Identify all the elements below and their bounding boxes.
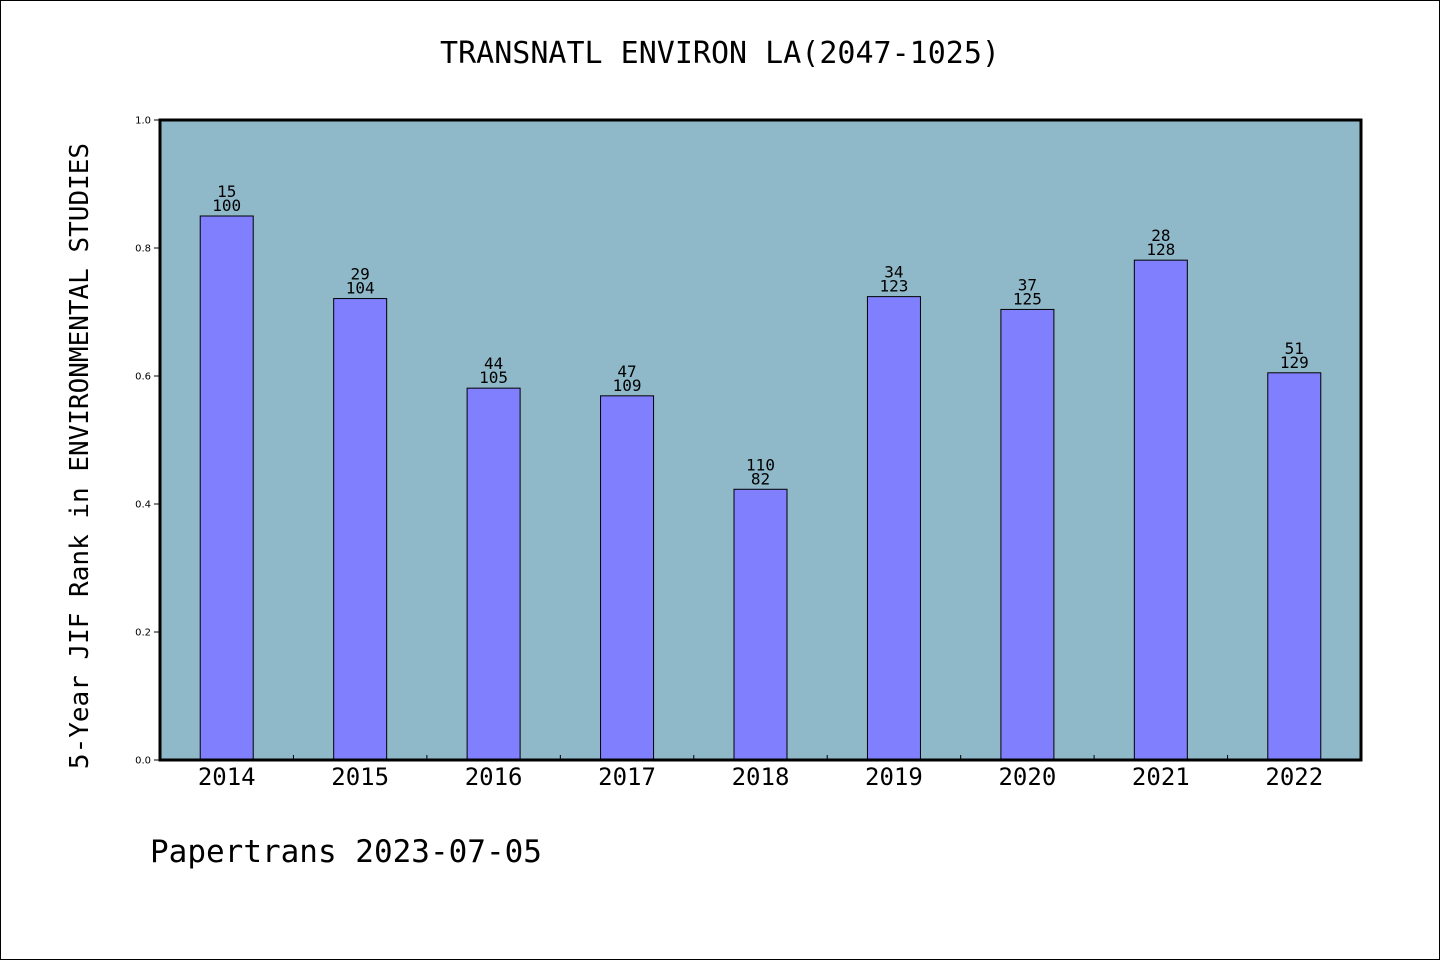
x-tick-label-2020: 2020 (998, 763, 1056, 791)
x-tick-label-2018: 2018 (732, 763, 790, 791)
x-axis: 2014 2015 2016 2017 2018 2019 2020 2021 2022 (198, 755, 1323, 791)
bar-label-top-2016: 44 (484, 354, 503, 373)
y-tick-label: 1.0 (135, 116, 151, 127)
bar-label-top-2014: 15 (217, 182, 236, 201)
bars-group (199, 215, 1322, 761)
x-tick-label-2017: 2017 (598, 763, 656, 791)
x-tick-label-2022: 2022 (1265, 763, 1323, 791)
y-tick-label: 0.0 (135, 756, 151, 767)
bar-2018 (733, 488, 788, 761)
bar-label-bottom-2019: 123 (879, 277, 908, 296)
x-tick-label-2014: 2014 (198, 763, 256, 791)
bar-label-top-2022: 51 (1285, 339, 1304, 358)
bar-label-bottom-2017: 109 (613, 376, 642, 395)
bar-label-bottom-2016: 105 (479, 368, 508, 387)
bar-label-bottom-2014: 100 (212, 196, 241, 215)
y-axis: 0.0 0.2 0.4 0.6 0.8 1.0 (135, 116, 160, 767)
bar-2021 (1133, 259, 1188, 761)
bar-label-bottom-2018: 82 (751, 469, 770, 488)
bar-2017 (600, 395, 655, 761)
y-tick-label: 0.4 (135, 500, 151, 511)
bar-label-bottom-2020: 125 (1013, 289, 1042, 308)
bar-label-bottom-2015: 104 (346, 279, 375, 298)
bar-2020 (1000, 308, 1055, 761)
chart-title: TRANSNATL ENVIRON LA(2047-1025) (440, 36, 1000, 71)
bar-label-bottom-2021: 128 (1146, 240, 1175, 259)
y-tick-label: 0.8 (135, 244, 151, 255)
bar-label-bottom-2022: 129 (1280, 353, 1309, 372)
bar-label-top-2020: 37 (1018, 275, 1037, 294)
bar-label-top-2018: 110 (746, 455, 775, 474)
bar-label-top-2017: 47 (617, 362, 636, 381)
bar-label-top-2021: 28 (1151, 226, 1170, 245)
bar-2015 (333, 298, 388, 761)
bar-2019 (866, 296, 921, 761)
footer-source-date: Papertrans 2023-07-05 (150, 834, 542, 870)
bar-label-top-2019: 34 (884, 263, 903, 282)
x-tick-label-2015: 2015 (331, 763, 389, 791)
y-tick-label: 0.6 (135, 372, 151, 383)
bar-label-top-2015: 29 (351, 265, 370, 284)
bar-2022 (1267, 372, 1322, 761)
x-tick-label-2021: 2021 (1132, 763, 1190, 791)
x-tick-label-2019: 2019 (865, 763, 923, 791)
bar-2016 (466, 387, 521, 761)
x-tick-label-2016: 2016 (465, 763, 523, 791)
bar-2014 (199, 215, 254, 761)
y-tick-label: 0.2 (135, 628, 151, 639)
plot-border (158, 118, 1363, 762)
